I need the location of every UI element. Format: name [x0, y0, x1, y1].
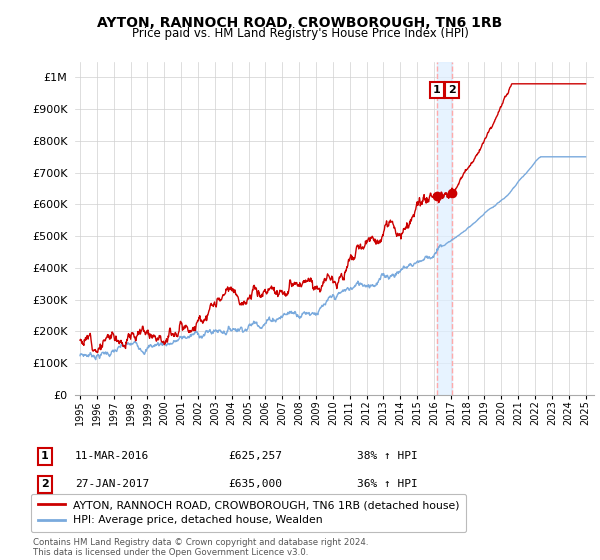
Legend: AYTON, RANNOCH ROAD, CROWBOROUGH, TN6 1RB (detached house), HPI: Average price, : AYTON, RANNOCH ROAD, CROWBOROUGH, TN6 1R…: [31, 493, 466, 532]
Text: 27-JAN-2017: 27-JAN-2017: [75, 479, 149, 489]
Text: 1: 1: [41, 451, 49, 461]
Text: £635,000: £635,000: [228, 479, 282, 489]
Text: Price paid vs. HM Land Registry's House Price Index (HPI): Price paid vs. HM Land Registry's House …: [131, 27, 469, 40]
Text: 38% ↑ HPI: 38% ↑ HPI: [357, 451, 418, 461]
Text: 1: 1: [433, 85, 441, 95]
Text: Contains HM Land Registry data © Crown copyright and database right 2024.
This d: Contains HM Land Registry data © Crown c…: [33, 538, 368, 557]
Text: 36% ↑ HPI: 36% ↑ HPI: [357, 479, 418, 489]
Text: 11-MAR-2016: 11-MAR-2016: [75, 451, 149, 461]
Text: 2: 2: [41, 479, 49, 489]
Text: 2: 2: [448, 85, 456, 95]
Bar: [437, 62, 452, 395]
Text: AYTON, RANNOCH ROAD, CROWBOROUGH, TN6 1RB: AYTON, RANNOCH ROAD, CROWBOROUGH, TN6 1R…: [97, 16, 503, 30]
Text: £625,257: £625,257: [228, 451, 282, 461]
